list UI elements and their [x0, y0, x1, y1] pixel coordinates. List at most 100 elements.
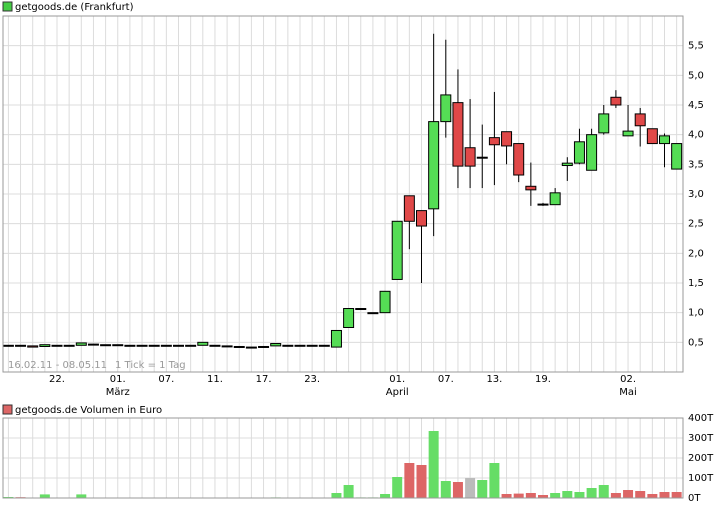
bar: [380, 494, 391, 498]
bar: [440, 481, 451, 498]
bar: [76, 494, 87, 498]
candle-body: [51, 344, 63, 347]
candle-body: [659, 135, 670, 145]
y-tick-label: 3,5: [688, 159, 704, 170]
date-range: 16.02.11 - 08.05.11: [8, 360, 107, 371]
candle-body: [75, 342, 87, 346]
candle-body: [270, 343, 282, 347]
candle-body: [15, 344, 27, 347]
bar: [538, 495, 548, 498]
bar: [598, 485, 609, 498]
bar: [39, 494, 50, 498]
candle-body: [622, 130, 634, 137]
y-tick-label: 200T: [688, 453, 714, 464]
bar: [550, 493, 561, 498]
x-tick-label: 22.: [49, 374, 65, 385]
candle-body: [355, 308, 367, 311]
x-tick-label: 07.: [438, 374, 454, 385]
candle-body: [245, 346, 257, 349]
candle-body: [148, 344, 160, 347]
x-tick-label: 23.: [304, 374, 320, 385]
bar: [659, 492, 670, 498]
candle-body: [173, 344, 184, 347]
candle-body: [476, 156, 488, 159]
y-tick-label: 2,5: [688, 219, 704, 230]
bar: [525, 493, 536, 498]
bar: [465, 478, 476, 498]
candle-body: [294, 344, 306, 347]
bar: [428, 431, 439, 498]
y-tick-label: 5,5: [688, 41, 704, 52]
bar: [392, 477, 403, 498]
y-tick-label: 5,0: [688, 70, 704, 81]
legend-swatch: [2, 404, 13, 415]
bar: [513, 493, 524, 498]
candle-body: [452, 102, 464, 167]
bar: [647, 494, 658, 498]
legend-swatch: [2, 1, 13, 12]
y-tick-label: 0T: [688, 493, 701, 504]
x-tick-label: 11.: [207, 374, 223, 385]
candle-body: [330, 329, 342, 348]
candle-body: [440, 94, 452, 123]
candle-body: [403, 195, 415, 222]
candle-body: [282, 344, 294, 347]
candle-body: [136, 344, 148, 347]
y-tick-label: 1,5: [688, 278, 704, 289]
bar: [343, 485, 354, 498]
candle-body: [464, 147, 476, 167]
x-month-label: Mai: [619, 387, 637, 398]
candle-body: [549, 192, 561, 206]
bar: [331, 493, 342, 498]
candle-body: [124, 344, 136, 347]
bar: [404, 463, 415, 498]
price-frame: [2, 15, 684, 373]
legend-entry: getgoods.de Volumen in Euro: [15, 405, 162, 416]
candle-body: [39, 344, 51, 347]
candle-body: [233, 345, 245, 348]
candle-body: [2, 344, 14, 347]
bar: [452, 482, 463, 498]
candle-body: [185, 344, 197, 347]
y-tick-label: 0,5: [688, 337, 704, 348]
candle-body: [160, 344, 172, 347]
x-tick-label: 01.: [389, 374, 405, 385]
bar: [574, 492, 585, 498]
bar: [489, 463, 500, 498]
candle-body: [537, 203, 549, 206]
bar: [416, 465, 427, 498]
plots: 0,5 1,0 1,5 2,0 2,5 3,0 3,5 4,0 4,5 5,0 5,5 0T 100T 2…: [2, 16, 714, 504]
bar: [501, 494, 512, 498]
x-tick-label: 17.: [256, 374, 272, 385]
candle-body: [598, 113, 610, 134]
candle-body: [27, 345, 39, 348]
bar: [562, 491, 573, 498]
candle-body: [306, 344, 318, 347]
bar: [610, 493, 621, 498]
candle-body: [501, 131, 513, 147]
candle-body: [513, 143, 525, 176]
x-month-label: März: [106, 387, 130, 398]
candle-body: [646, 128, 658, 145]
candle-body: [391, 220, 403, 280]
candle-body: [318, 344, 330, 347]
x-tick-label: 13.: [486, 374, 502, 385]
chart-title: getgoods.de (Frankfurt): [15, 2, 134, 13]
volume-frame: [2, 417, 684, 499]
candle-body: [343, 308, 355, 329]
bar: [635, 491, 646, 498]
candle-body: [197, 341, 209, 346]
y-tick-label: 400T: [688, 413, 714, 424]
candle-body: [634, 113, 646, 127]
x-tick-label: 01.: [110, 374, 126, 385]
x-tick-label: 02.: [620, 374, 636, 385]
y-tick-label: 3,0: [688, 189, 704, 200]
candle-body: [258, 345, 270, 348]
candle-body: [367, 312, 379, 315]
candle-body: [209, 344, 221, 347]
candle-body: [87, 343, 99, 346]
y-tick-label: 4,5: [688, 100, 704, 111]
y-tick-label: 100T: [688, 473, 714, 484]
y-tick-label: 2,0: [688, 248, 704, 259]
